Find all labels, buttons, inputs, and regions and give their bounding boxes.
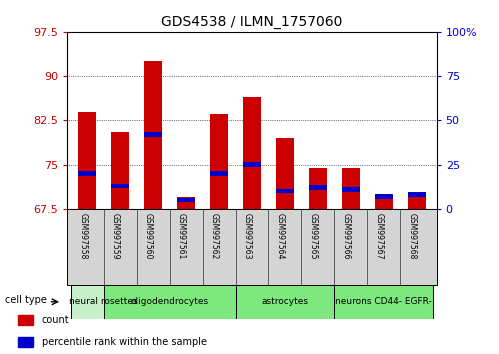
Text: GSM997559: GSM997559: [111, 213, 120, 259]
FancyBboxPatch shape: [236, 285, 334, 319]
Text: astrocytes: astrocytes: [261, 297, 308, 306]
Bar: [111, 132, 129, 209]
FancyBboxPatch shape: [104, 285, 236, 319]
Text: GSM997561: GSM997561: [177, 213, 186, 259]
Bar: [243, 162, 261, 167]
Text: GSM997568: GSM997568: [408, 213, 417, 259]
Text: GSM997566: GSM997566: [342, 213, 351, 259]
Text: GSM997558: GSM997558: [78, 213, 87, 259]
Text: GSM997560: GSM997560: [144, 213, 153, 259]
Bar: [18, 337, 33, 347]
Text: oligodendrocytes: oligodendrocytes: [131, 297, 209, 306]
Text: count: count: [42, 315, 69, 325]
Bar: [309, 185, 327, 190]
Bar: [111, 184, 129, 188]
Text: GSM997567: GSM997567: [375, 213, 384, 259]
Bar: [144, 61, 162, 209]
Bar: [276, 138, 294, 209]
Bar: [177, 197, 195, 209]
Bar: [18, 315, 33, 325]
Bar: [342, 187, 360, 192]
Bar: [177, 198, 195, 202]
Bar: [78, 171, 96, 176]
Text: neural rosettes: neural rosettes: [69, 297, 138, 306]
Text: percentile rank within the sample: percentile rank within the sample: [42, 337, 207, 347]
Bar: [276, 189, 294, 193]
Bar: [210, 171, 228, 176]
Bar: [375, 199, 393, 209]
Bar: [78, 112, 96, 209]
Bar: [210, 114, 228, 209]
Text: GSM997562: GSM997562: [210, 213, 219, 259]
Bar: [243, 97, 261, 209]
Bar: [408, 194, 426, 209]
Text: GSM997565: GSM997565: [309, 213, 318, 259]
Bar: [309, 167, 327, 209]
Text: neurons CD44- EGFR-: neurons CD44- EGFR-: [335, 297, 432, 306]
Title: GDS4538 / ILMN_1757060: GDS4538 / ILMN_1757060: [161, 16, 343, 29]
Text: GSM997563: GSM997563: [243, 213, 252, 259]
Text: GSM997564: GSM997564: [276, 213, 285, 259]
FancyBboxPatch shape: [71, 285, 137, 319]
Text: cell type: cell type: [5, 295, 47, 305]
Bar: [408, 193, 426, 197]
Bar: [375, 194, 393, 199]
FancyBboxPatch shape: [334, 285, 433, 319]
Bar: [144, 132, 162, 137]
FancyBboxPatch shape: [67, 209, 437, 285]
Bar: [342, 167, 360, 209]
